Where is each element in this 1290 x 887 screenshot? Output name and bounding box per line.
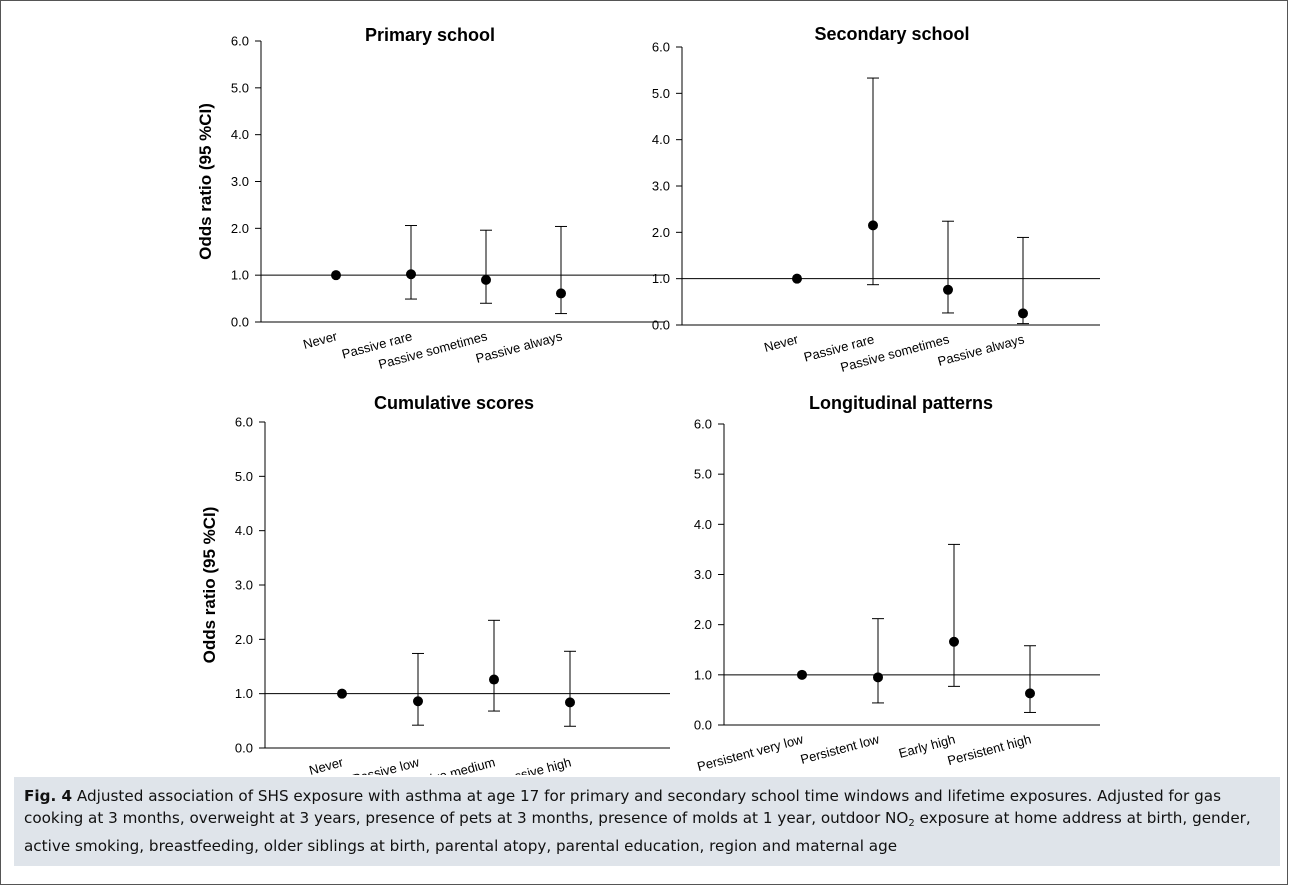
panel-3-y-tick-label: 4.0: [235, 523, 253, 538]
caption-text-part2: exposure at home address at birth, gende…: [24, 809, 1251, 855]
panel-4-data-point: [1025, 688, 1035, 699]
caption-text-part1: Adjusted association of SHS exposure wit…: [24, 787, 1221, 827]
panel-1-data-point: [406, 269, 416, 280]
panel-1-y-tick-label: 6.0: [231, 34, 249, 49]
panel-3-y-tick-label: 2.0: [235, 632, 253, 647]
panel-3-category-label: Passive high: [498, 754, 573, 775]
panel-3-data-point: [565, 697, 575, 708]
panel-3-y-tick-label: 3.0: [235, 578, 253, 593]
panel-4-category-label: Persistent low: [799, 731, 882, 767]
panel-2-data-point: [943, 284, 953, 295]
panel-2-y-tick-label: 4.0: [652, 132, 670, 147]
panel-3-y-tick-label: 0.0: [235, 741, 253, 756]
panel-3-y-tick-label: 5.0: [235, 469, 253, 484]
panel-2-y-tick-label: 1.0: [652, 271, 670, 286]
panel-2-y-tick-label: 0.0: [652, 318, 670, 333]
chart-svg: Primary school 0.0 1.0 2.0 3.0 4.0 5.0 6.0 Odds …: [196, 24, 1100, 775]
panel-4-data-point: [873, 672, 883, 683]
panel-1-y-axis-label: Odds ratio (95 %CI): [196, 103, 215, 260]
panel-2-title: Secondary school: [814, 24, 969, 44]
panel-1-data-point: [481, 274, 491, 285]
caption-subscript: 2: [908, 818, 915, 829]
panel-4-y-tick-label: 2.0: [694, 617, 712, 632]
panel-3-category-label: Never: [307, 754, 345, 775]
panel-3-title: Cumulative scores: [374, 393, 534, 413]
figure-caption: Fig. 4 Adjusted association of SHS expos…: [14, 777, 1280, 866]
panel-4-y-tick-label: 4.0: [694, 517, 712, 532]
panel-4-category-label: Persistent very low: [696, 731, 806, 774]
panel-2-category-label: Passive always: [936, 331, 1026, 369]
panel-1-category-label: Never: [301, 328, 339, 352]
panel-1-y-tick-label: 3.0: [231, 174, 249, 189]
panel-4-y-tick-label: 5.0: [694, 467, 712, 482]
panel-4-data-point: [797, 669, 807, 680]
panel-2-category-label: Never: [762, 331, 800, 355]
panel-1-title: Primary school: [365, 25, 495, 45]
panel-4-category-label: Persistent high: [946, 731, 1033, 768]
panel-1-y-tick-label: 0.0: [231, 315, 249, 330]
panel-2-data-point: [1018, 308, 1028, 319]
panel-4-title: Longitudinal patterns: [809, 393, 993, 413]
panel-2-y-tick-label: 6.0: [652, 40, 670, 55]
panel-1-y-tick-label: 4.0: [231, 127, 249, 142]
panel-1-y-tick-label: 5.0: [231, 80, 249, 95]
panel-4-y-tick-label: 6.0: [694, 417, 712, 432]
panel-3-data-point: [489, 674, 499, 685]
panel-1-data-point: [556, 288, 566, 299]
panel-4-data-point: [949, 636, 959, 647]
panel-2-y-tick-label: 2.0: [652, 225, 670, 240]
panel-3-category-label: Passive low: [351, 754, 422, 775]
panel-3-y-tick-label: 6.0: [235, 415, 253, 430]
panel-1-y-tick-label: 1.0: [231, 268, 249, 283]
panel-3-data-point: [413, 696, 423, 707]
panel-1-y-tick-label: 2.0: [231, 221, 249, 236]
panel-3-data-point: [337, 688, 347, 699]
panel-1-data-point: [331, 270, 341, 281]
panel-1-category-label: Passive always: [474, 328, 564, 366]
panel-2-data-point: [868, 220, 878, 231]
panel-4-y-tick-label: 3.0: [694, 567, 712, 582]
panel-2-y-tick-label: 3.0: [652, 179, 670, 194]
panel-2-y-tick-label: 5.0: [652, 86, 670, 101]
panel-4-y-tick-label: 0.0: [694, 718, 712, 733]
panel-3-y-axis-label: Odds ratio (95 %CI): [200, 507, 219, 664]
panel-2-data-point: [792, 273, 802, 284]
panel-4-y-tick-label: 1.0: [694, 667, 712, 682]
caption-label: Fig. 4: [24, 787, 73, 805]
panel-3-y-tick-label: 1.0: [235, 686, 253, 701]
